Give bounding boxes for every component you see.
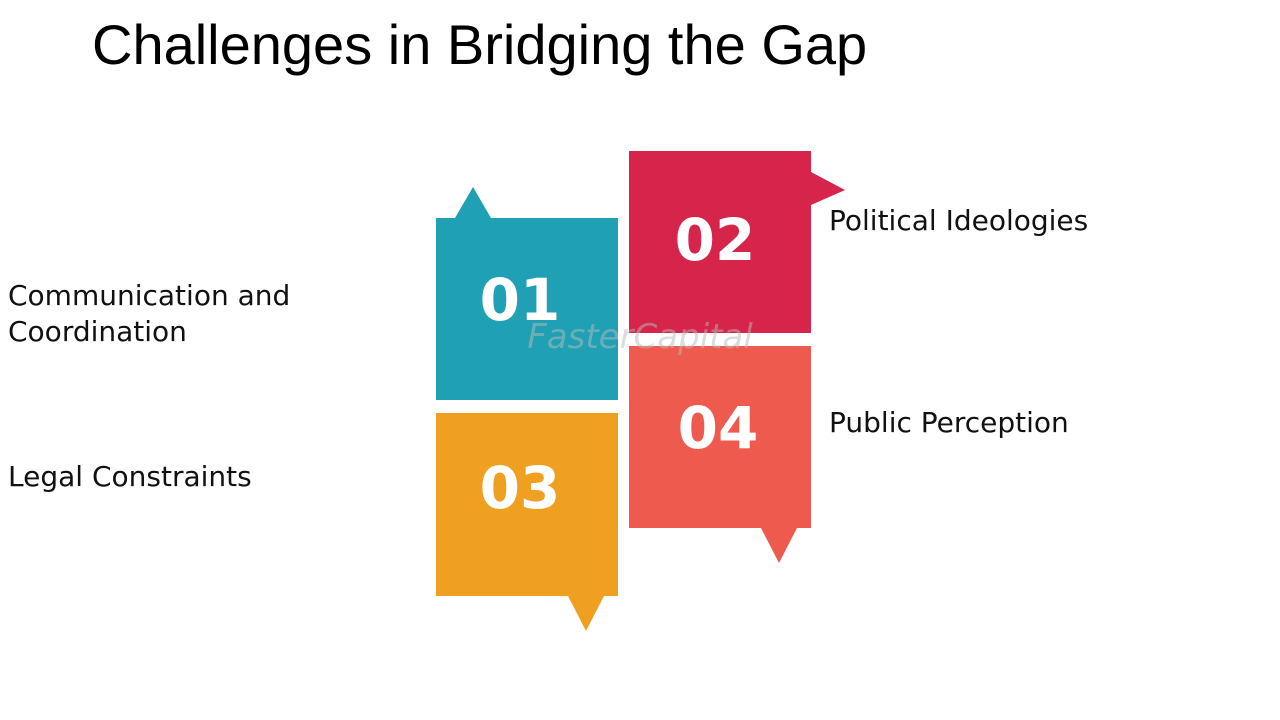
label: Public Perception xyxy=(829,406,1069,439)
block-03: 03 xyxy=(436,413,618,631)
block-02: 02 xyxy=(629,151,845,333)
label: Legal Constraints xyxy=(8,460,252,493)
label: Political Ideologies xyxy=(829,204,1089,237)
block-04: 04 xyxy=(629,346,811,563)
watermark: FasterCapital xyxy=(527,317,753,357)
number: 04 xyxy=(678,394,759,462)
number: 03 xyxy=(480,454,561,522)
label: Communication and Coordination xyxy=(8,279,291,348)
number: 01 xyxy=(480,266,561,334)
title: Challenges in Bridging the Gap xyxy=(92,13,868,76)
block-01: 01 xyxy=(436,187,618,400)
number: 02 xyxy=(675,206,756,274)
